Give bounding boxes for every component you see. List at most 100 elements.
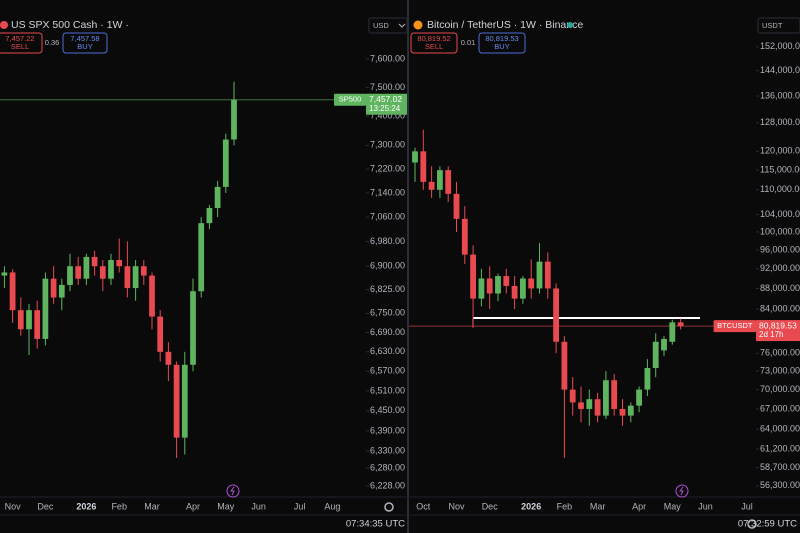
y-tick-label: 88,000.00 (760, 283, 800, 293)
candle-body (428, 181, 435, 190)
x-tick-label: 2026 (76, 501, 96, 511)
x-tick-label: Oct (416, 501, 431, 511)
event-bolt (679, 486, 684, 496)
candle-body (677, 322, 684, 327)
y-tick-label: 115,000.00 (760, 165, 800, 175)
spread: 0.36 (45, 38, 60, 47)
candle-body (173, 364, 180, 438)
candles (0, 81, 366, 458)
candle-body (627, 405, 634, 416)
y-tick-label: 6,570.00 (370, 366, 405, 376)
y-tick-label: 7,220.00 (370, 163, 405, 173)
y-tick-label: 6,750.00 (370, 308, 405, 318)
x-tick-label: Mar (144, 501, 160, 511)
sell-label: SELL (11, 42, 29, 51)
y-tick-label: 136,000.00 (760, 90, 800, 100)
sell-button[interactable] (0, 32, 43, 54)
symbol-tag-label: SP500 (339, 95, 362, 104)
currency: USD (373, 21, 389, 30)
currency-selector[interactable] (757, 17, 800, 34)
candle-body (83, 256, 90, 279)
candle-body (478, 278, 485, 299)
event-bolt (230, 486, 235, 496)
chart-title: Bitcoin / TetherUS · 1W · Binance (427, 19, 583, 31)
candle-body (602, 380, 609, 416)
y-tick-label: 7,600.00 (370, 53, 405, 63)
y-tick-label: 61,200.00 (760, 443, 800, 453)
y-tick-label: 96,000.00 (760, 244, 800, 254)
x-tick-label: Apr (186, 501, 200, 511)
market-status (567, 22, 573, 28)
symbol-tag (334, 93, 366, 106)
candle-body (420, 151, 427, 182)
y-tick-label: 104,000.00 (760, 209, 800, 219)
currency-selector[interactable] (368, 17, 408, 34)
x-tick-label: Jul (294, 501, 306, 511)
buy-label: BUY (77, 42, 92, 51)
x-tick-label: Aug (324, 501, 340, 511)
candle-body (553, 288, 560, 342)
settings-icon[interactable] (747, 519, 757, 529)
y-tick-label: 6,280.00 (370, 462, 405, 472)
y-tick-label: 84,000.00 (760, 303, 800, 313)
candle-body (644, 368, 651, 390)
y-tick-label: 110,000.00 (760, 184, 800, 194)
sell-price: 80,819.52 (417, 34, 450, 43)
y-tick-label: 120,000.00 (760, 146, 800, 156)
y-tick-label: 6,690.00 (370, 327, 405, 337)
candle-body (26, 310, 32, 330)
y-tick-label: 6,825.00 (370, 284, 405, 294)
candle-body (511, 285, 518, 299)
y-tick-label: 6,510.00 (370, 385, 405, 395)
sell-label: SELL (425, 42, 443, 51)
symbol-icon (413, 20, 423, 30)
candle-body (561, 341, 568, 390)
event-icon[interactable] (226, 484, 240, 498)
y-tick-label: 7,140.00 (370, 187, 405, 197)
y-tick-label: 6,330.00 (370, 445, 405, 455)
candle-body (99, 266, 106, 279)
x-tick-label: May (217, 501, 235, 511)
symbol-icon (0, 21, 8, 29)
candle-body (67, 266, 73, 285)
dropdown-arrow (398, 23, 406, 28)
candle-body (190, 291, 196, 365)
candle-body (42, 278, 49, 339)
candles (409, 129, 756, 458)
candle-body (231, 99, 237, 140)
x-tick-label: Apr (632, 501, 646, 511)
candle-body (536, 261, 543, 289)
candle-body (75, 266, 82, 279)
x-tick-label: Dec (37, 501, 54, 511)
candle-body (214, 186, 221, 208)
candle-body (116, 260, 123, 267)
buy-button[interactable] (62, 32, 108, 54)
y-tick-label: 76,000.00 (760, 348, 800, 358)
y-tick-label: 6,630.00 (370, 346, 405, 356)
candle-body (157, 316, 164, 352)
buy-button[interactable] (478, 32, 526, 54)
buy-price: 80,819.53 (485, 34, 518, 43)
spread: 0.01 (461, 38, 476, 47)
x-tick-label: Dec (482, 501, 499, 511)
settings-icon[interactable] (384, 502, 394, 512)
event-icon[interactable] (675, 484, 689, 498)
y-tick-label: 7,300.00 (370, 140, 405, 150)
y-tick-label: 7,500.00 (370, 82, 405, 92)
candle-body (586, 399, 593, 409)
clock: 07:32:59 UTC (738, 519, 797, 530)
y-tick-label: 6,228.00 (370, 480, 405, 490)
x-tick-label: Jun (251, 501, 266, 511)
sell-button[interactable] (410, 32, 458, 54)
candle-body (528, 278, 535, 289)
candle-body (445, 170, 452, 194)
candle-body (206, 207, 213, 224)
candle-body (140, 266, 147, 276)
x-tick-label: Feb (111, 501, 127, 511)
candle-body (9, 272, 16, 311)
price-tag-countdown: 13:25:24 (369, 104, 401, 113)
candle-body (495, 276, 501, 294)
price-tag-label: 80,819.53 (759, 320, 797, 330)
buy-label: BUY (494, 42, 509, 51)
